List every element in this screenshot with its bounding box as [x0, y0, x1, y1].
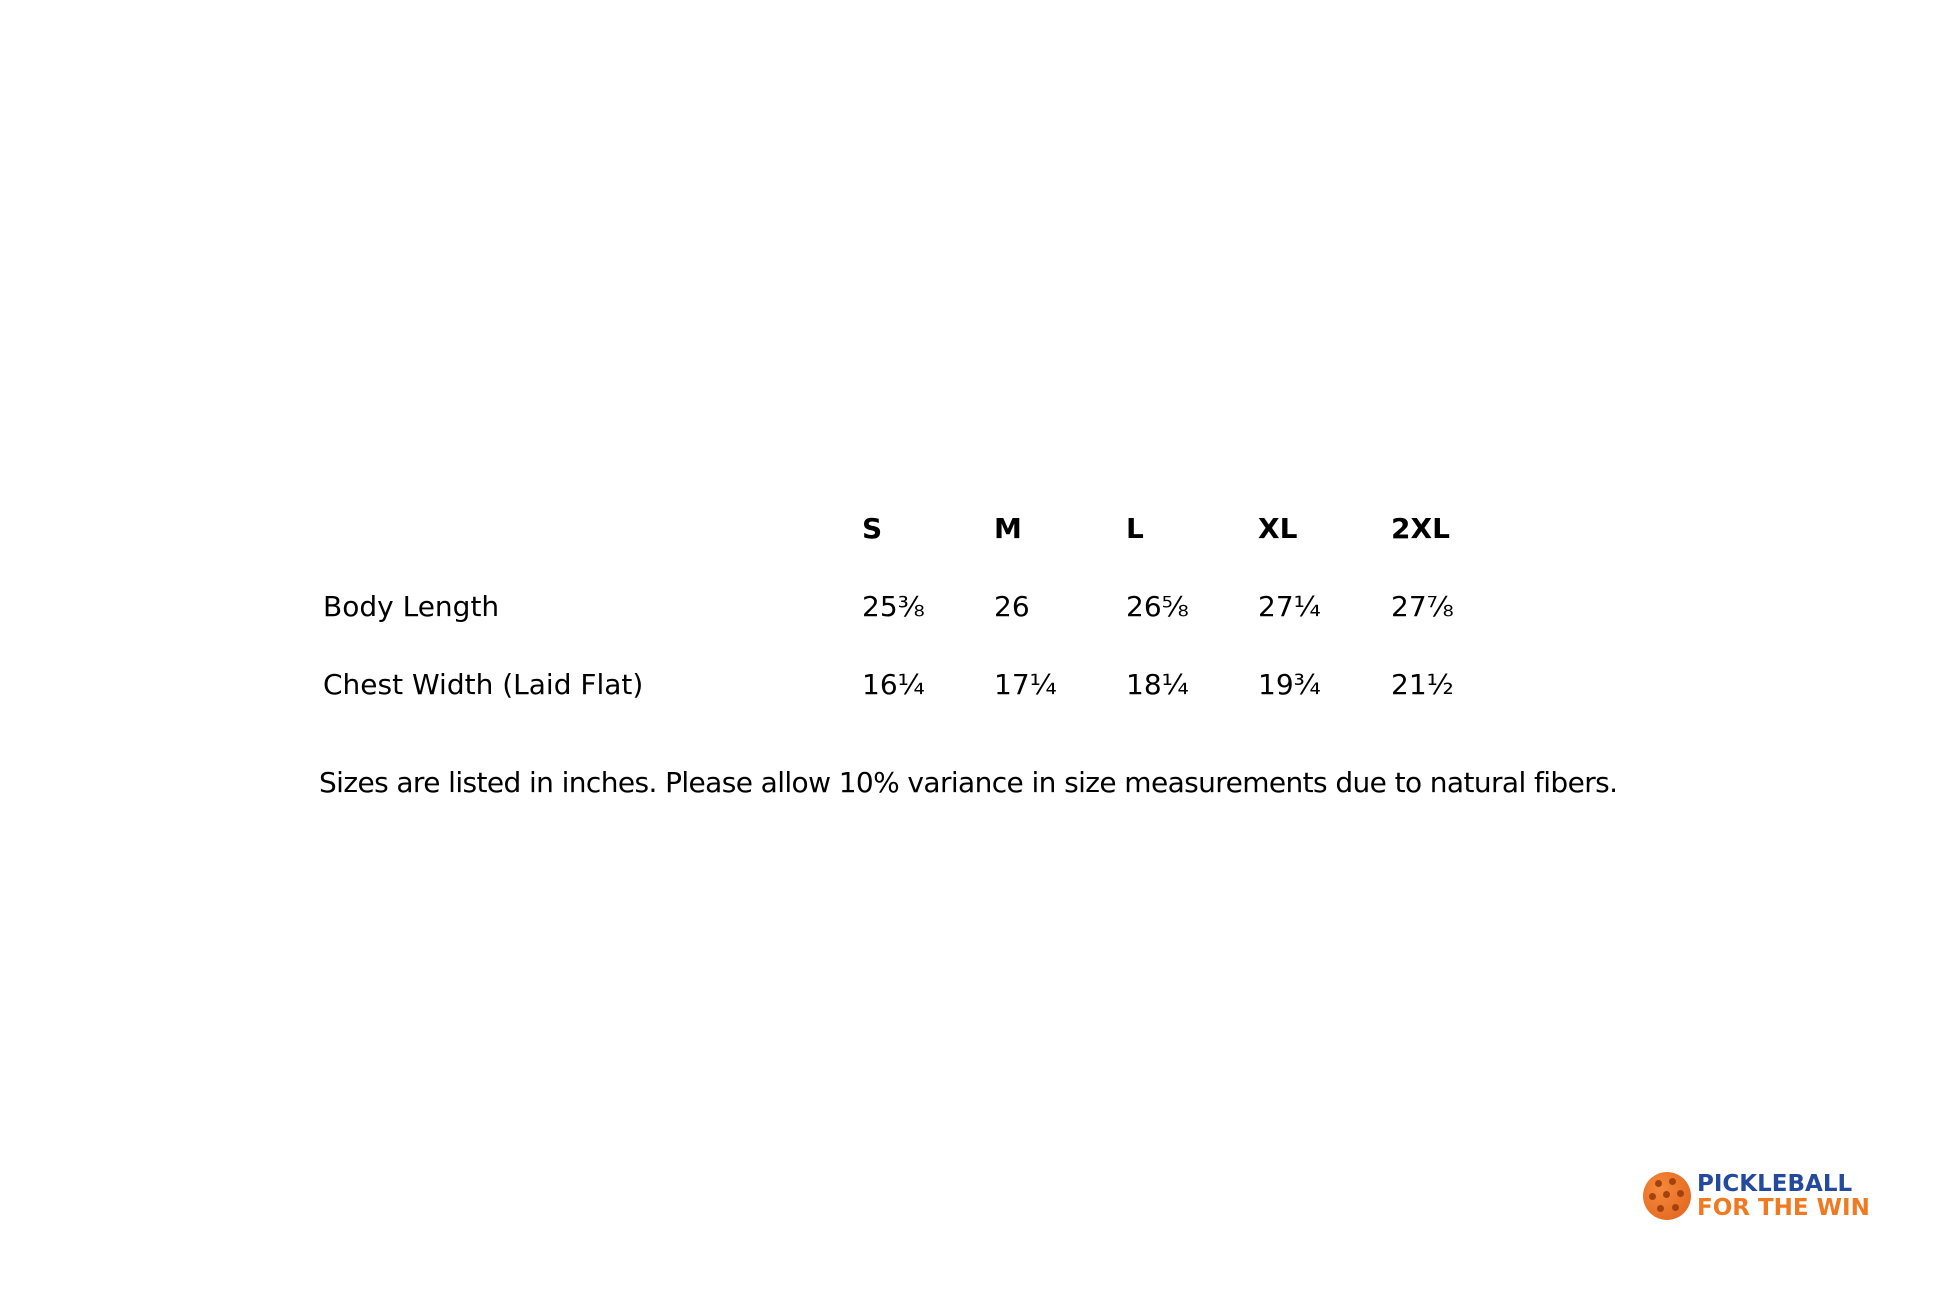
- size-header-m: M: [994, 512, 1022, 545]
- size-header-2xl: 2XL: [1391, 512, 1450, 545]
- cell: 26⅝: [1126, 590, 1189, 623]
- cell: 21½: [1391, 668, 1454, 701]
- row-label: Body Length: [323, 590, 500, 623]
- cell: 16¼: [862, 668, 925, 701]
- cell: 27⅞: [1391, 590, 1454, 623]
- size-note: Sizes are listed in inches. Please allow…: [319, 766, 1618, 799]
- brand-logo: PICKLEBALL FOR THE WIN: [1643, 1172, 1870, 1220]
- size-header-xl: XL: [1258, 512, 1298, 545]
- pickleball-icon: [1643, 1172, 1691, 1220]
- cell: 17¼: [994, 668, 1057, 701]
- size-header-s: S: [862, 512, 883, 545]
- size-header-l: L: [1126, 512, 1144, 545]
- cell: 26: [994, 590, 1030, 623]
- logo-line-2: FOR THE WIN: [1697, 1195, 1870, 1221]
- cell: 27¼: [1258, 590, 1321, 623]
- cell: 18¼: [1126, 668, 1189, 701]
- cell: 19¾: [1258, 668, 1321, 701]
- logo-line-1: PICKLEBALL: [1697, 1171, 1853, 1197]
- cell: 25⅜: [862, 590, 925, 623]
- row-label: Chest Width (Laid Flat): [323, 668, 644, 701]
